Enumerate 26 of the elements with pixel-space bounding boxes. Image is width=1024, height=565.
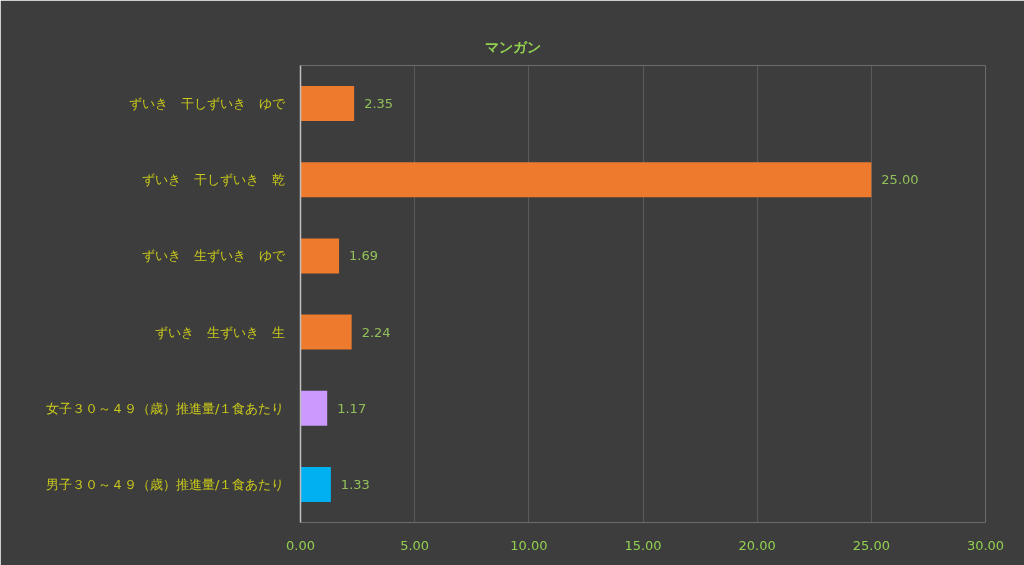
data-label: 1.33: [340, 476, 370, 492]
data-label: 1.17: [337, 400, 367, 416]
y-tick-label: 女子３０～４９（歳）推進量/１食あたり: [46, 400, 285, 416]
data-label: 25.00: [881, 172, 919, 188]
x-tick-label: 25.00: [852, 537, 890, 553]
bar: [300, 162, 872, 198]
data-label: 2.35: [364, 96, 394, 112]
bar: [300, 466, 331, 502]
x-tick-label: 30.00: [966, 537, 1005, 553]
y-tick-label: ずいき 生ずいき 生: [154, 324, 285, 340]
x-tick-label: 20.00: [738, 537, 776, 553]
y-tick-label: ずいき 干しずいき ゆで: [128, 96, 286, 112]
x-tick-label: 5.00: [400, 537, 430, 553]
data-label: 2.24: [361, 324, 391, 340]
bar: [300, 390, 328, 426]
y-tick-label: ずいき 生ずいき ゆで: [141, 248, 286, 264]
x-tick-label: 0.00: [286, 537, 315, 553]
bar: [300, 238, 340, 274]
bar: [300, 86, 355, 122]
chart-title: マンガン: [484, 38, 541, 55]
x-tick-label: 10.00: [510, 537, 548, 553]
y-tick-label: 男子３０～４９（歳）推進量/１食あたり: [46, 476, 285, 492]
x-tick-label: 15.00: [624, 537, 662, 553]
data-label: 1.69: [349, 248, 379, 264]
bar: [300, 314, 352, 350]
y-tick-label: ずいき 干しずいき 乾: [141, 172, 285, 188]
